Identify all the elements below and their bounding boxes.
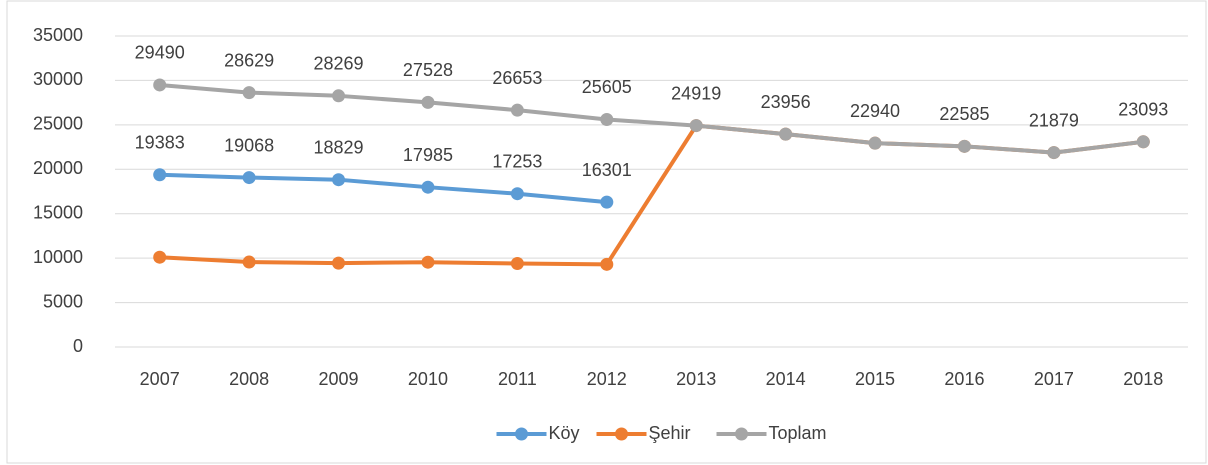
x-tick-label: 2009 [319,369,359,389]
point [242,255,256,269]
y-tick-label: 20000 [33,158,83,178]
point [242,171,256,185]
point [779,127,793,141]
data-label: 21879 [1029,110,1079,130]
data-label: 28629 [224,50,274,70]
x-tick-label: 2010 [408,369,448,389]
point [868,136,882,150]
x-tick-label: 2011 [498,369,537,389]
y-tick-label: 0 [73,336,83,356]
data-label: 19068 [224,135,274,155]
point [332,256,346,270]
point [421,95,435,109]
point [421,180,435,194]
x-tick-label: 2008 [229,369,269,389]
point [510,256,524,270]
x-tick-label: 2014 [766,369,806,389]
data-label: 22940 [850,101,900,121]
x-tick-label: 2016 [944,369,984,389]
point [600,195,614,209]
x-tick-label: 2015 [855,369,895,389]
data-label: 18829 [314,137,364,157]
point [153,250,167,264]
data-label: 22585 [939,104,989,124]
data-label: 17985 [403,145,453,165]
legend-marker [735,427,748,441]
data-label: 19383 [135,133,185,153]
point [510,103,524,117]
data-label: 29490 [135,43,185,63]
point [153,78,167,92]
legend-marker [615,427,628,441]
y-tick-label: 35000 [33,25,83,45]
data-label: 26653 [492,68,542,88]
point [689,119,703,133]
x-tick-label: 2013 [676,369,716,389]
series-line [159,172,607,205]
point [957,139,971,153]
x-tick-label: 2012 [587,369,627,389]
point [153,168,167,182]
point [332,173,346,187]
point [332,89,346,103]
legend-label: Köy [549,423,580,443]
y-tick-label: 10000 [33,247,83,267]
point [1136,135,1150,149]
point [510,187,524,201]
x-tick-label: 2018 [1123,369,1163,389]
point [600,112,614,126]
x-tick-label: 2017 [1034,369,1074,389]
data-label: 24919 [671,83,721,103]
data-label: 16301 [582,160,632,180]
data-label: 28269 [314,54,364,74]
x-tick-label: 2007 [140,369,180,389]
point [1047,146,1061,160]
data-label: 17253 [492,151,542,171]
chart-border [6,0,1207,464]
legend-label: Şehir [649,423,691,443]
y-tick-label: 5000 [43,291,83,311]
y-tick-label: 15000 [33,202,83,222]
data-label: 23956 [761,92,811,112]
legend-label: Toplam [769,423,827,443]
point [600,257,614,271]
legend-marker [515,427,528,441]
data-label: 25605 [582,77,632,97]
y-tick-label: 30000 [33,69,83,89]
data-label: 27528 [403,60,453,80]
point [421,255,435,269]
y-tick-label: 25000 [33,114,83,134]
series-line [159,82,1144,155]
data-label: 23093 [1118,100,1168,120]
point [242,86,256,100]
